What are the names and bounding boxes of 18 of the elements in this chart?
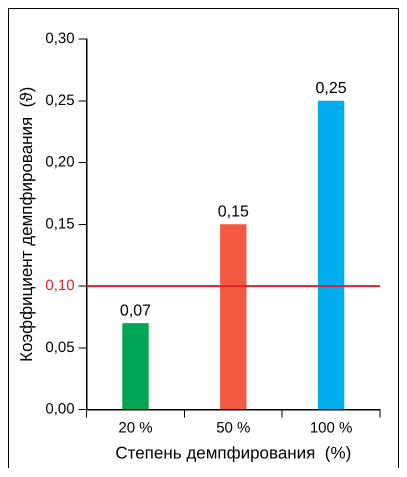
y-tick-label: 0,15 bbox=[45, 215, 75, 232]
bar bbox=[122, 323, 149, 410]
y-tick-label: 0,00 bbox=[45, 400, 75, 418]
y-tick-label: 0,10 bbox=[45, 277, 75, 294]
y-tick-label: 0,05 bbox=[45, 338, 75, 356]
y-tick-label: 0,30 bbox=[45, 30, 75, 48]
x-tick-label: 20 % bbox=[118, 420, 153, 437]
x-tick-label: 100 % bbox=[310, 420, 352, 437]
data-label: 0,07 bbox=[120, 302, 152, 320]
bar bbox=[220, 224, 246, 410]
bar bbox=[318, 100, 344, 410]
y-axis-title: Коэффициент демпфирования (ϑ) bbox=[16, 86, 36, 362]
y-tick-label: 0,20 bbox=[45, 154, 75, 171]
data-label: 0,15 bbox=[218, 204, 249, 221]
y-tick-label: 0,25 bbox=[45, 92, 75, 109]
x-tick-label: 50 % bbox=[216, 420, 250, 437]
x-axis-title: Степень демпфирования (%) bbox=[115, 443, 352, 462]
data-label: 0,25 bbox=[316, 80, 347, 98]
